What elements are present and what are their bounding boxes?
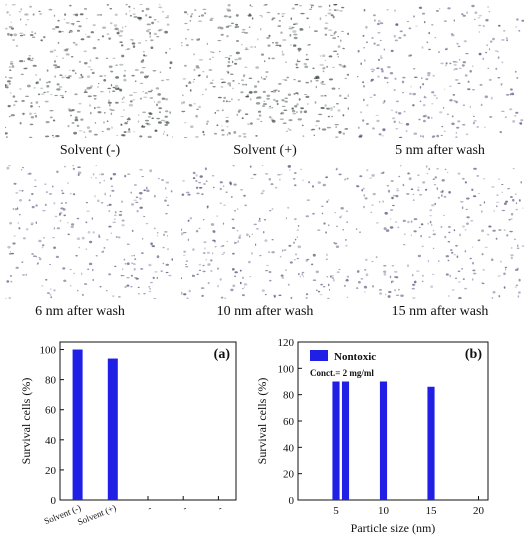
xtick-label-b: 5 <box>333 505 339 517</box>
xtick-label-a: - <box>181 503 188 513</box>
micrograph-solvent-minus <box>5 4 173 138</box>
annotation-b: Conct.= 2 mg/ml <box>310 368 374 378</box>
cell-texture <box>5 165 173 299</box>
ytick-label-b: 60 <box>283 416 295 428</box>
plot-frame-a <box>59 341 237 501</box>
micrograph-10nm <box>181 165 349 299</box>
ylabel-b: Survival cells (%) <box>255 378 269 465</box>
bar-b <box>332 381 340 500</box>
caption-6nm: 6 nm after wash <box>35 304 125 319</box>
xtick-label-b: 20 <box>473 505 485 517</box>
micrograph-5nm <box>356 4 524 138</box>
ytick-label-b: 0 <box>289 495 295 507</box>
cell-texture <box>357 4 524 138</box>
caption-15nm: 15 nm after wash <box>391 304 489 319</box>
bar-b <box>427 386 435 500</box>
ytick-label-b: 80 <box>283 390 295 402</box>
ytick-label-b: 40 <box>283 442 295 454</box>
ytick-label-b: 120 <box>278 337 295 349</box>
ytick-label-a: 40 <box>45 435 57 447</box>
xtick-label-b: 15 <box>426 505 438 517</box>
ytick-label-b: 100 <box>278 363 295 375</box>
xtick-label-a: - <box>217 503 224 513</box>
panel-label-b: (b) <box>465 347 482 362</box>
xlabel-b: Particle size (nm) <box>351 521 436 535</box>
micrograph-solvent-plus <box>181 4 349 138</box>
legend-label-b: Nontoxic <box>334 351 376 363</box>
ylabel-a: Survival cells (%) <box>19 378 33 465</box>
bar-a <box>72 349 83 500</box>
micrograph-15nm <box>356 165 524 299</box>
xtick-label-a: Solvent (-) <box>43 503 83 527</box>
ytick-label-a: 20 <box>45 465 57 477</box>
ytick-label-a: 100 <box>40 345 57 357</box>
plot-frame-b <box>297 341 489 501</box>
xtick-label-a: Solvent (+) <box>76 503 118 528</box>
ytick-label-a: 80 <box>45 375 57 387</box>
ytick-label-b: 20 <box>283 469 295 481</box>
caption-5nm: 5 nm after wash <box>395 143 485 158</box>
cell-texture <box>356 165 524 299</box>
cell-texture <box>5 4 173 138</box>
micrograph-6nm <box>5 165 173 299</box>
bar-a <box>107 358 118 500</box>
xtick-label-b: 10 <box>378 505 390 517</box>
bar-b <box>379 381 388 500</box>
panel-label-a: (a) <box>214 347 231 362</box>
caption-solvent-plus: Solvent (+) <box>233 143 297 158</box>
cell-texture <box>181 165 349 299</box>
caption-solvent-minus: Solvent (-) <box>59 143 121 158</box>
ytick-label-a: 60 <box>45 405 57 417</box>
ytick-label-a: 0 <box>51 495 57 507</box>
cell-texture <box>181 4 349 138</box>
xtick-label-a: - <box>146 503 153 513</box>
caption-10nm: 10 nm after wash <box>216 304 314 319</box>
legend-swatch-b <box>310 350 328 361</box>
bar-b <box>341 381 350 500</box>
